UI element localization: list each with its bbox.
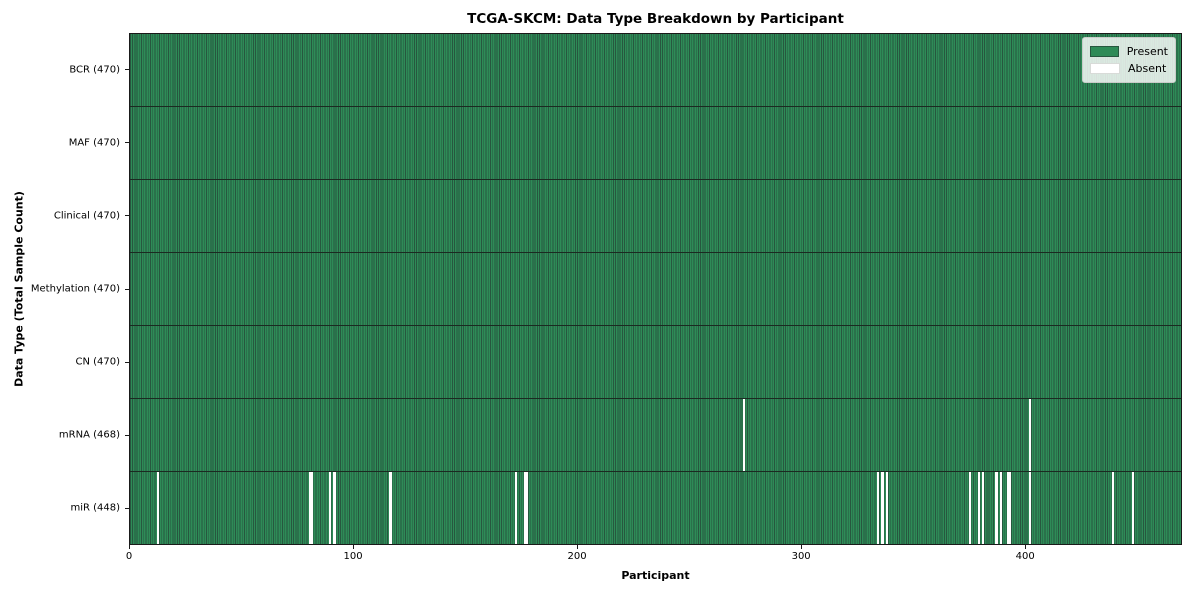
heatmap-row-miR (130, 472, 1181, 544)
y-tick-label-CN: CN (470) (75, 356, 120, 368)
x-tick-mark (577, 545, 579, 549)
x-tick-label-200: 200 (567, 551, 587, 562)
heatmap-row-BCR (130, 34, 1181, 107)
absent-mark (525, 472, 529, 544)
y-tick-mark (125, 69, 129, 71)
y-tick-mark (125, 361, 129, 363)
absent-mark (742, 399, 745, 471)
x-tick-label-400: 400 (1015, 551, 1035, 562)
y-tick-label-Methylation: Methylation (470) (30, 283, 120, 295)
absent-mark (968, 472, 971, 544)
y-tick-label-BCR: BCR (470) (69, 64, 120, 76)
absent-mark (999, 472, 1003, 544)
absent-mark (329, 472, 332, 544)
absent-mark (1111, 472, 1114, 544)
absent-mark (885, 472, 889, 544)
absent-mark (1028, 472, 1032, 544)
absent-mark (981, 472, 985, 544)
absent-mark (1131, 472, 1135, 544)
y-tick-label-miR: miR (448) (70, 502, 120, 514)
x-axis-label: Participant (621, 569, 690, 582)
absent-mark (995, 472, 998, 544)
absent-mark (977, 472, 980, 544)
x-tick-label-300: 300 (791, 551, 811, 562)
x-tick-mark (353, 545, 355, 549)
x-tick-mark (801, 545, 803, 549)
heatmap-row-MAF (130, 107, 1181, 180)
heatmap-row-Clinical (130, 180, 1181, 253)
y-tick-label-MAF: MAF (470) (68, 137, 120, 149)
present-swatch-icon (1090, 46, 1119, 57)
absent-mark (389, 472, 392, 544)
absent-mark (308, 472, 312, 544)
legend-present-label: Present (1126, 45, 1168, 58)
x-tick-mark (129, 545, 130, 549)
absent-mark (311, 472, 314, 544)
absent-mark (881, 472, 884, 544)
x-tick-label-0: 0 (125, 551, 133, 562)
absent-mark (156, 472, 160, 544)
x-tick-mark (1025, 545, 1027, 549)
y-tick-mark (125, 434, 129, 436)
y-tick-mark (125, 142, 129, 144)
legend-entry-present: Present (1090, 46, 1168, 57)
y-tick-mark (125, 507, 129, 509)
absent-mark (1028, 399, 1032, 471)
absent-swatch-icon (1090, 63, 1120, 74)
heatmap-row-mRNA (130, 399, 1181, 472)
absent-mark (1008, 472, 1012, 544)
absent-mark (1006, 472, 1009, 544)
legend: Present Absent (1082, 37, 1176, 83)
absent-mark (333, 472, 336, 544)
y-tick-mark (125, 215, 129, 217)
absent-mark (514, 472, 517, 544)
absent-mark (523, 472, 526, 544)
x-tick-label-100: 100 (343, 551, 363, 562)
plot-area (129, 33, 1182, 545)
heatmap-row-CN (130, 326, 1181, 399)
y-tick-label-mRNA: mRNA (468) (58, 429, 120, 441)
y-tick-label-Clinical: Clinical (470) (53, 210, 120, 222)
legend-absent-label: Absent (1128, 62, 1167, 75)
chart-title: TCGA-SKCM: Data Type Breakdown by Partic… (467, 11, 844, 27)
absent-mark (876, 472, 880, 544)
legend-entry-absent: Absent (1090, 63, 1168, 74)
y-tick-mark (125, 288, 129, 290)
heatmap-row-Methylation (130, 253, 1181, 326)
